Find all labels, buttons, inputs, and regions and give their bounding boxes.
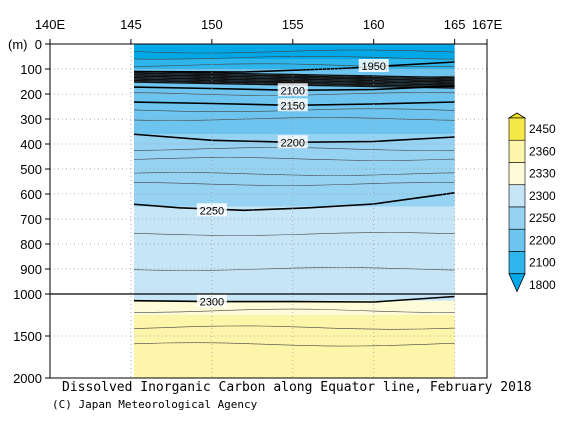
x-tick-label: 160 — [363, 17, 385, 32]
x-tick-label: 155 — [282, 17, 304, 32]
y-tick-label: 1500 — [13, 329, 42, 344]
color-band — [134, 352, 455, 378]
thermocline-line — [134, 78, 455, 86]
y-tick-label: 500 — [20, 162, 42, 177]
colorbar-swatch — [508, 139, 526, 163]
x-tick-label: 145 — [120, 17, 142, 32]
contour-2300 — [134, 295, 455, 303]
contour-2250 — [134, 192, 455, 212]
contour-label: 2200 — [281, 137, 305, 149]
y-tick-label: 100 — [20, 62, 42, 77]
contour-label: 2300 — [200, 297, 224, 309]
colorbar-label: 2450 — [529, 122, 556, 136]
contour-label-bg — [196, 294, 227, 308]
color-band — [134, 44, 455, 59]
colorbar-swatch — [508, 251, 526, 275]
contour-label-bg — [277, 83, 308, 97]
y-tick-label: 2000 — [13, 371, 42, 386]
y-tick-label: 0 — [35, 37, 42, 52]
contour-line — [134, 117, 455, 121]
y-tick-label: 200 — [20, 87, 42, 102]
colorbar-label: 2300 — [529, 189, 556, 203]
contour-line — [134, 182, 455, 186]
contour-line — [134, 308, 455, 313]
contour-label: 2150 — [281, 100, 305, 112]
colorbar-label: 2100 — [529, 256, 556, 270]
contour-label: 1950 — [361, 61, 385, 73]
contour-line — [134, 232, 455, 236]
contour-line — [134, 172, 455, 176]
y-tick-label: 800 — [20, 237, 42, 252]
x-tick-label: 165 — [444, 17, 466, 32]
thermocline-line — [134, 75, 455, 83]
y-tick-label: 700 — [20, 212, 42, 227]
y-tick-label: 900 — [20, 262, 42, 277]
x-tick-label: 150 — [201, 17, 223, 32]
color-band — [134, 206, 455, 301]
thermocline-line — [134, 73, 455, 82]
grid — [50, 44, 487, 378]
y-tick-label: 600 — [20, 187, 42, 202]
contour-line — [134, 49, 455, 54]
y-tick-label: 1000 — [13, 287, 42, 302]
colorbar-bottom-arrow — [508, 273, 526, 293]
plot-frame — [49, 43, 488, 379]
plot-area: 1950 2100 2150 2200 2250 2300 — [49, 43, 488, 379]
colorbar-swatch — [508, 228, 526, 252]
y-tick-label: 400 — [20, 137, 42, 152]
contour-label: 2100 — [281, 85, 305, 97]
colorbar-swatch — [508, 184, 526, 208]
colorbar-label: 2330 — [529, 167, 556, 181]
colorbar: 2450 2360 2330 2300 2250 2200 2100 1800 — [507, 112, 556, 293]
axis-labels: 140E 145 150 155 160 165 167E 0 100 200 300 400 500 6… — [8, 17, 503, 386]
y-unit-label: (m) — [8, 37, 28, 52]
contour-labels: 1950 2100 2150 2200 2250 2300 — [196, 59, 389, 309]
colorbar-swatch — [508, 117, 526, 141]
colorbar-label: 2250 — [529, 211, 556, 225]
colorbar-label: 2200 — [529, 233, 556, 247]
contour-1950 — [134, 61, 455, 73]
chart-title: Dissolved Inorganic Carbon along Equator… — [62, 380, 532, 395]
contour-label-bg — [277, 135, 308, 149]
colorbar-swatch — [508, 206, 526, 230]
contour-line — [134, 342, 455, 347]
contour-line — [134, 325, 455, 330]
colorbar-label: 2360 — [529, 144, 556, 158]
y-tick-label: 300 — [20, 112, 42, 127]
x-tick-label: 167E — [472, 17, 503, 32]
colorbar-label: 1800 — [529, 278, 556, 292]
colorbar-top-arrow — [507, 112, 527, 119]
chart-credit: (C) Japan Meteorological Agency — [52, 398, 258, 411]
contour-label: 2250 — [200, 205, 224, 217]
contour-label-bg — [196, 203, 227, 217]
x-tick-label: 140E — [35, 17, 66, 32]
contour-line — [134, 157, 455, 161]
color-band — [134, 315, 455, 353]
colorbar-swatch — [508, 162, 526, 186]
